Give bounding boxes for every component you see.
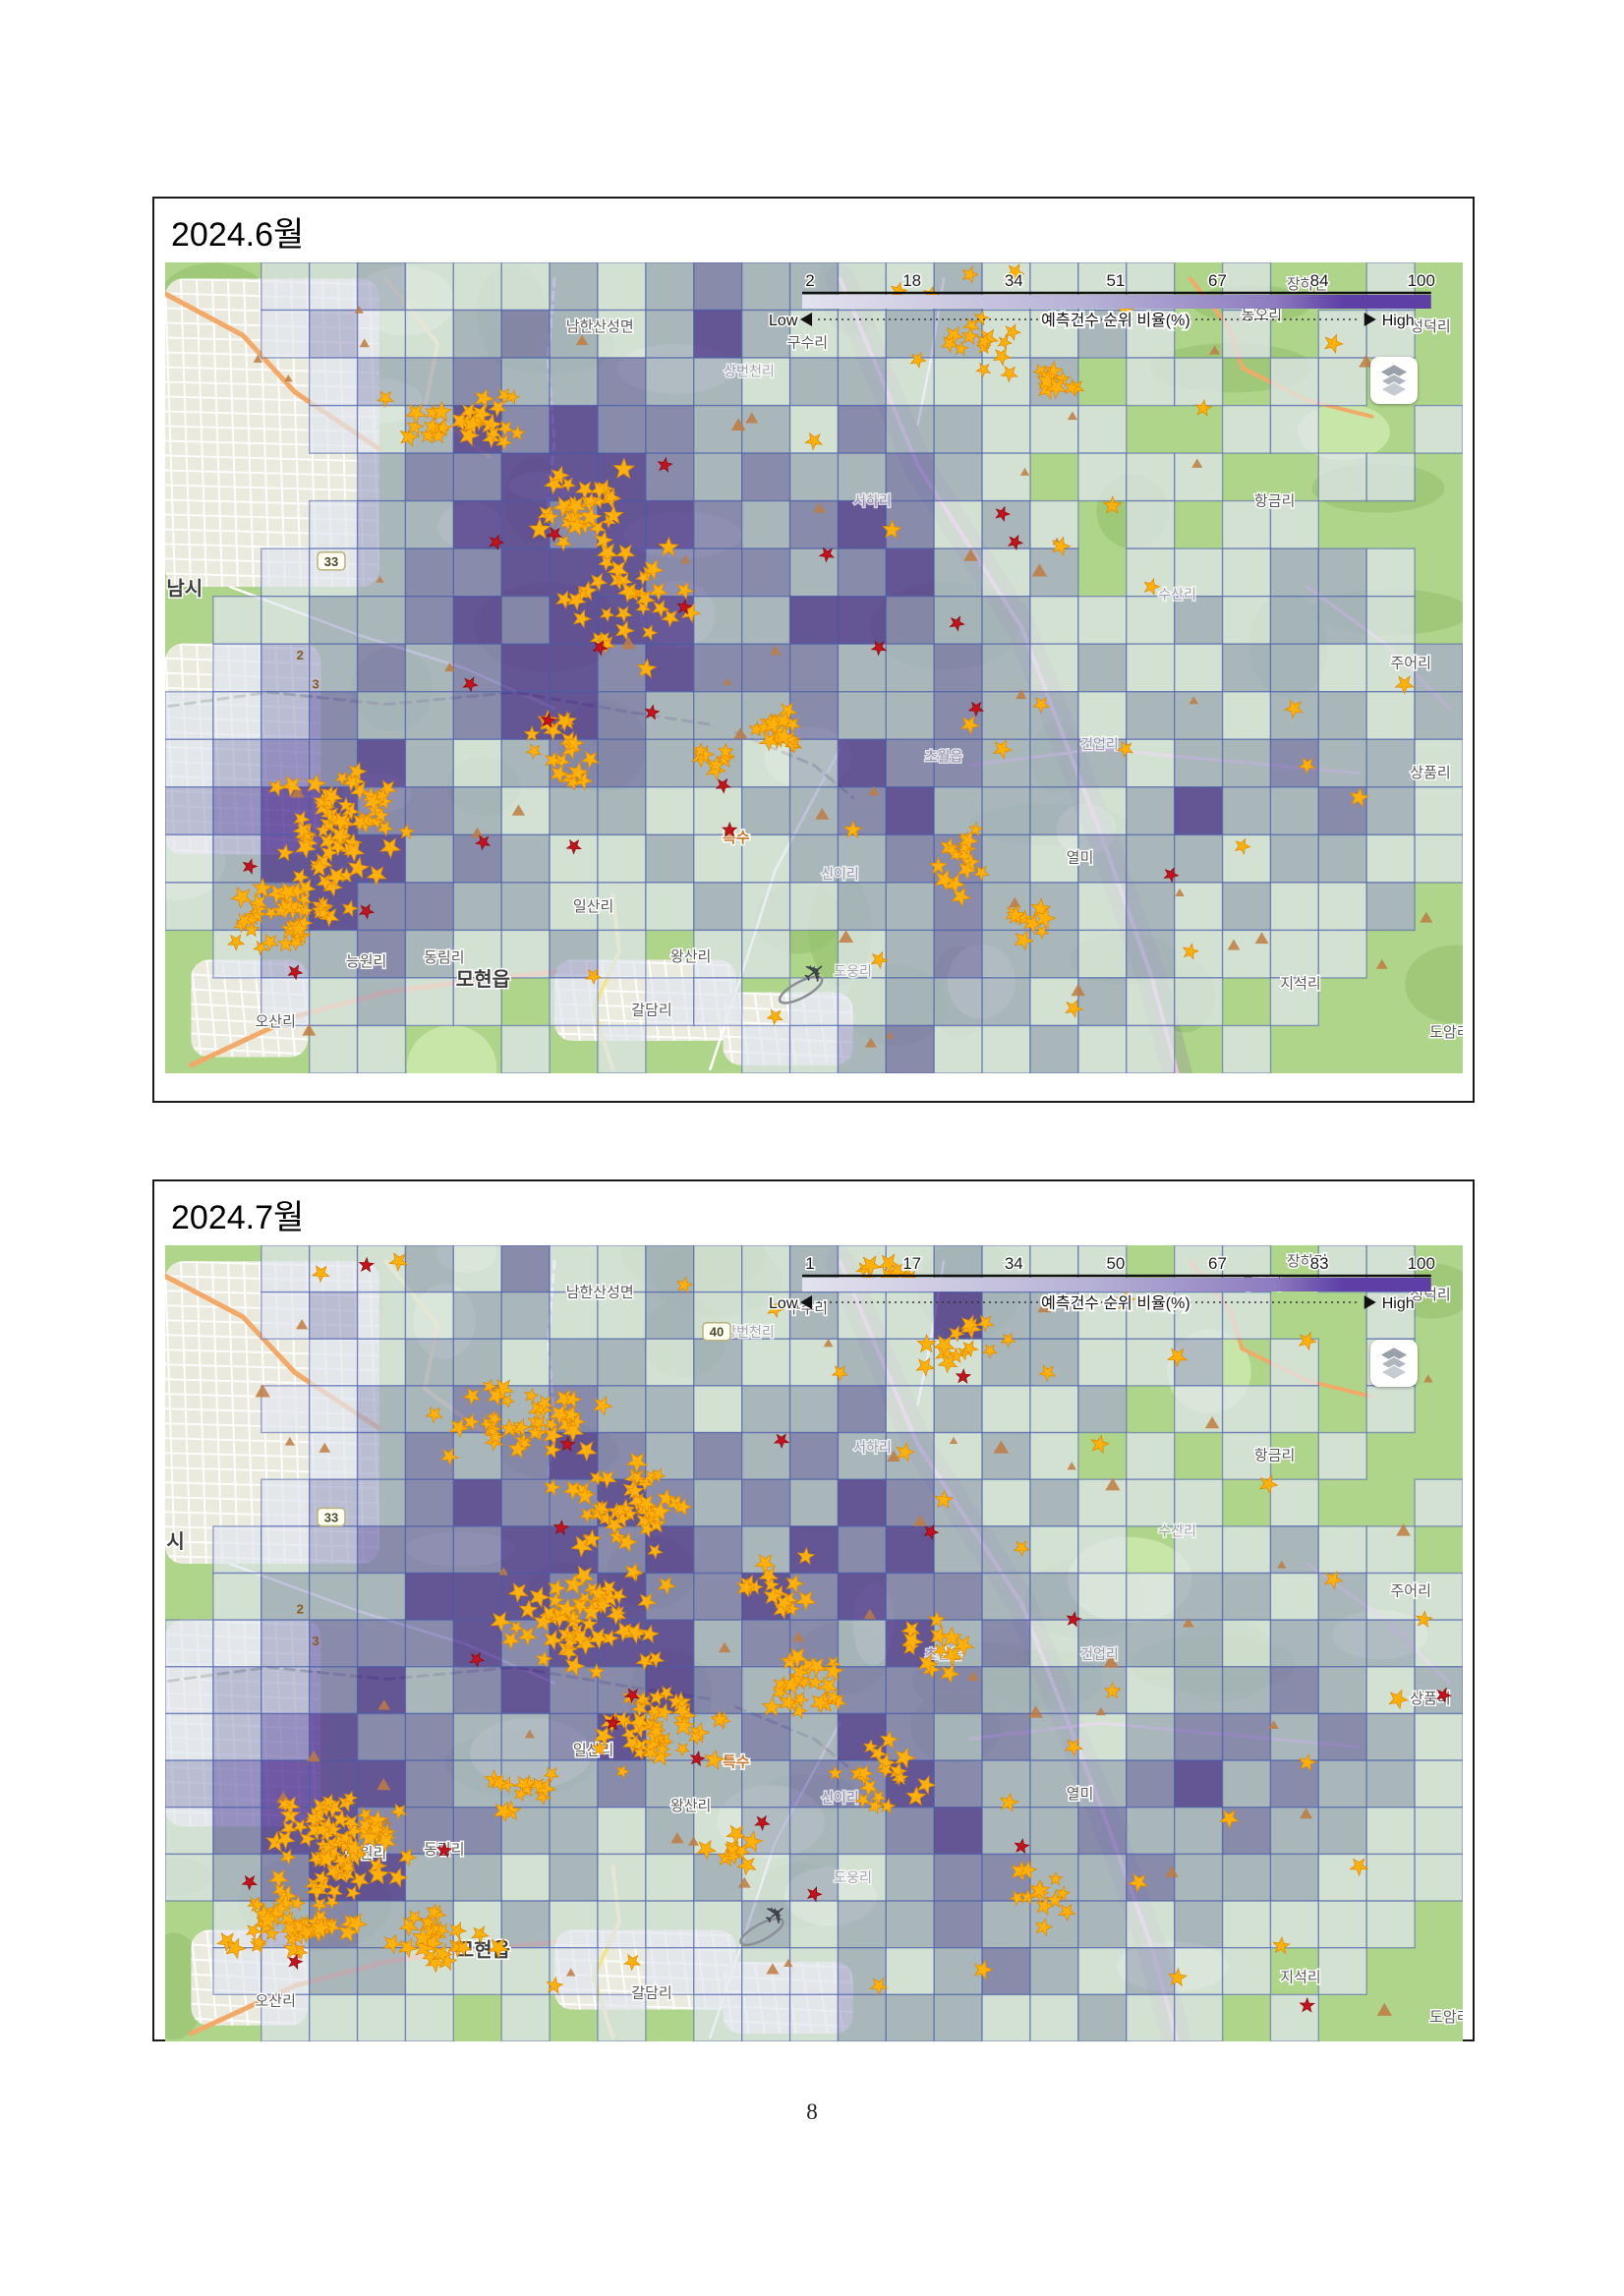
svg-text:2: 2: [296, 1602, 303, 1617]
layers-button[interactable]: [1369, 1340, 1418, 1387]
svg-text:오산리: 오산리: [255, 1013, 295, 1030]
legend-axis-label: 예측건수 순위 비율(%): [1041, 312, 1190, 329]
legend-tick: 50: [1106, 1254, 1125, 1273]
peak-triangles: [254, 1299, 1433, 2016]
legend-tick: 18: [902, 271, 921, 290]
svg-text:구수리: 구수리: [786, 1300, 827, 1317]
legend: 1 17 34 50 67 83 100 Low 예측건수 순위 비율(%) High: [767, 1253, 1436, 1315]
svg-text:시: 시: [166, 1530, 184, 1553]
red-star-markers: [241, 1256, 1452, 2013]
svg-text:구수리: 구수리: [786, 335, 827, 352]
svg-text:상번천리: 상번천리: [724, 364, 775, 379]
svg-text:왕산리: 왕산리: [669, 1798, 710, 1814]
legend-tick: 84: [1309, 271, 1328, 290]
svg-text:동오리: 동오리: [1241, 307, 1281, 323]
svg-text:주어리: 주어리: [1390, 1582, 1430, 1599]
svg-text:열미: 열미: [1066, 850, 1093, 867]
svg-text:일산리: 일산리: [572, 898, 612, 915]
legend-low: Low: [769, 313, 798, 329]
svg-text:오산리: 오산리: [255, 1993, 295, 2010]
legend-tick: 34: [1004, 271, 1022, 290]
svg-text:남한산성면: 남한산성면: [565, 318, 633, 335]
layers-button[interactable]: [1369, 357, 1418, 404]
legend-tick: 100: [1407, 271, 1434, 290]
svg-text:도암리: 도암리: [1429, 1024, 1463, 1041]
legend-tick: 1: [805, 1254, 814, 1273]
figure-july: 2024.7월 남한산성면구수리동오리성덕리장하면상번천리서하리항금리수산리주어…: [152, 1179, 1475, 2041]
svg-text:신이리: 신이리: [821, 1790, 859, 1806]
svg-text:왕산리: 왕산리: [669, 948, 710, 965]
legend-tick: 83: [1309, 1254, 1328, 1273]
svg-text:3: 3: [312, 1634, 319, 1648]
svg-text:장하면: 장하면: [1286, 276, 1326, 293]
svg-text:상번천리: 상번천리: [724, 1324, 775, 1340]
svg-text:40: 40: [709, 1325, 723, 1340]
svg-text:항금리: 항금리: [1253, 493, 1294, 510]
legend-axis-label: 예측건수 순위 비율(%): [1041, 1294, 1190, 1312]
svg-text:지석리: 지석리: [1280, 1969, 1320, 1985]
figure-title-july: 2024.7월: [171, 1199, 305, 1236]
figure-title-june: 2024.6월: [171, 216, 305, 254]
svg-text:상품리: 상품리: [1410, 765, 1450, 781]
svg-text:성덕리: 성덕리: [1410, 318, 1450, 335]
svg-text:서하리: 서하리: [853, 493, 892, 509]
svg-text:건업리: 건업리: [1080, 736, 1119, 752]
legend: 2 18 34 51 67 84 100 Low 예측건수 순위 비율(%) High: [767, 270, 1436, 332]
svg-text:33: 33: [323, 1510, 337, 1524]
svg-text:도웅리: 도웅리: [834, 1869, 872, 1885]
map-container-july: 남한산성면구수리동오리성덕리장하면상번천리서하리항금리수산리주어리상품리건업리초…: [164, 1245, 1463, 2041]
svg-text:모현읍: 모현읍: [455, 968, 509, 991]
svg-text:남시: 남시: [166, 577, 203, 600]
peak-triangles: [253, 306, 1432, 1048]
svg-text:수산리: 수산리: [1158, 1523, 1196, 1539]
svg-text:33: 33: [323, 554, 337, 569]
svg-text:남한산성면: 남한산성면: [565, 1285, 633, 1301]
legend-high: High: [1381, 313, 1414, 329]
svg-text:서하리: 서하리: [853, 1440, 892, 1456]
legend-high: High: [1381, 1295, 1414, 1312]
legend-tick: 17: [902, 1254, 921, 1273]
legend-tick: 34: [1004, 1254, 1022, 1273]
svg-text:장하면: 장하면: [1286, 1253, 1326, 1270]
svg-text:동림리: 동림리: [424, 949, 464, 966]
svg-text:지석리: 지석리: [1280, 975, 1320, 992]
svg-text:능원리: 능원리: [345, 953, 385, 970]
svg-text:특수: 특수: [722, 1754, 749, 1771]
svg-text:도웅리: 도웅리: [834, 963, 872, 979]
page-number: 8: [806, 2099, 818, 2124]
layers-icon: [1379, 1348, 1408, 1380]
svg-text:신이리: 신이리: [821, 866, 859, 882]
red-star-markers: [242, 456, 1180, 981]
map-canvas-july: 남한산성면구수리동오리성덕리장하면상번천리서하리항금리수산리주어리상품리건업리초…: [164, 1245, 1463, 2041]
layers-icon: [1379, 365, 1408, 397]
svg-text:갈담리: 갈담리: [631, 1984, 671, 2001]
svg-text:2: 2: [296, 648, 303, 662]
svg-text:일산리: 일산리: [572, 1742, 612, 1758]
svg-text:수산리: 수산리: [1158, 586, 1196, 602]
legend-tick: 51: [1106, 271, 1125, 290]
legend-tick: 2: [805, 271, 814, 290]
svg-text:주어리: 주어리: [1390, 656, 1430, 672]
svg-text:열미: 열미: [1066, 1786, 1093, 1803]
legend-tick: 67: [1208, 271, 1227, 290]
legend-tick: 67: [1208, 1254, 1227, 1273]
legend-low: Low: [769, 1295, 798, 1312]
svg-text:도암리: 도암리: [1429, 2009, 1463, 2026]
svg-text:건업리: 건업리: [1080, 1646, 1119, 1662]
svg-text:초월읍: 초월읍: [924, 748, 962, 764]
svg-text:갈담리: 갈담리: [631, 1003, 671, 1019]
legend-tick: 100: [1407, 1254, 1434, 1273]
svg-text:항금리: 항금리: [1253, 1448, 1294, 1464]
svg-text:3: 3: [312, 676, 319, 691]
star-markers: [226, 263, 1415, 1026]
